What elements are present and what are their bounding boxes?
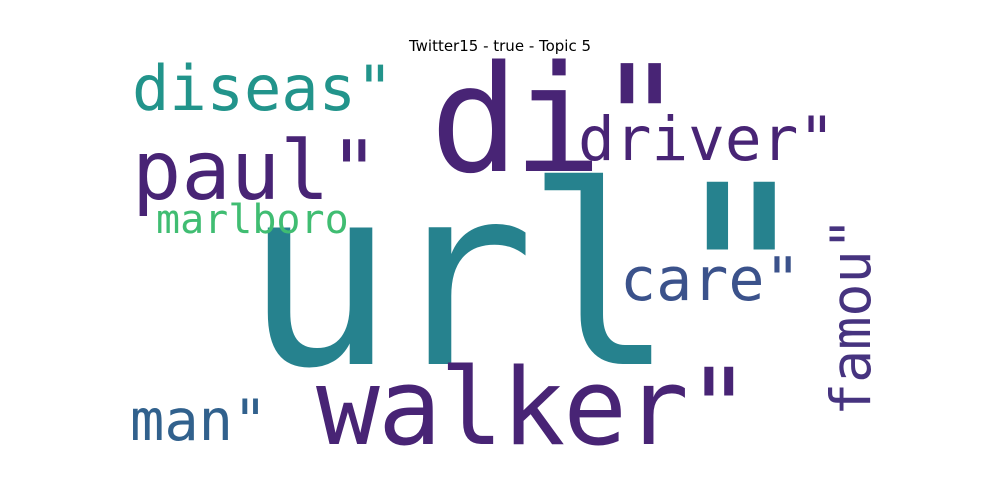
page-title: Twitter15 - true - Topic 5 [408, 37, 592, 55]
word-famou: famou" [819, 217, 883, 416]
word-cloud: url" di" walker" paul" diseas" driver" m… [126, 46, 883, 469]
word-care: care" [620, 245, 801, 315]
word-url: url" [244, 132, 816, 423]
word-paul: paul" [132, 124, 379, 219]
word-walker: walker" [316, 346, 751, 469]
word-di: di" [430, 34, 685, 206]
word-marlboro: marlboro [156, 197, 349, 243]
word-man: man" [130, 388, 268, 454]
word-diseas: diseas" [132, 52, 394, 125]
word-driver: driver" [578, 104, 836, 175]
